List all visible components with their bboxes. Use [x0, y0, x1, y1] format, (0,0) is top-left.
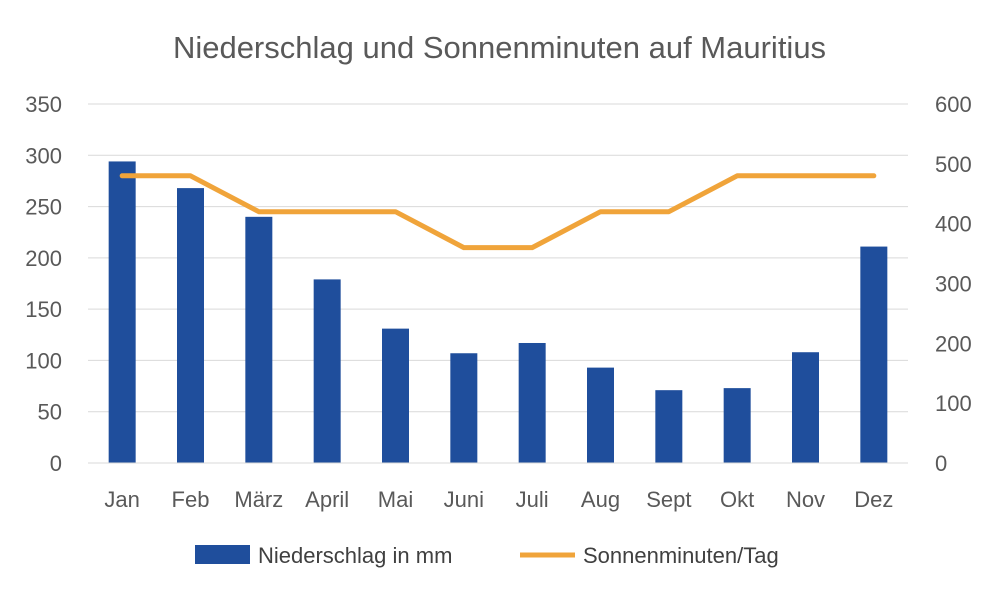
x-tick-label: Feb [172, 487, 210, 512]
left-tick-label: 300 [25, 143, 62, 168]
x-tick-label: Juli [516, 487, 549, 512]
left-tick-label: 150 [25, 297, 62, 322]
x-tick-label: Dez [854, 487, 893, 512]
right-tick-label: 100 [935, 391, 972, 416]
bar-aug [587, 367, 614, 463]
left-tick-label: 250 [25, 195, 62, 220]
right-tick-label: 400 [935, 212, 972, 237]
x-tick-label: Juni [444, 487, 484, 512]
right-axis: 0 100 200 300 400 500 600 [935, 92, 972, 476]
line-series [119, 173, 877, 251]
right-tick-label: 500 [935, 152, 972, 177]
right-tick-label: 600 [935, 92, 972, 117]
chart-title: Niederschlag und Sonnenminuten auf Mauri… [173, 30, 826, 65]
x-tick-label: Nov [786, 487, 825, 512]
left-axis: 0 50 100 150 200 250 300 350 [25, 92, 62, 476]
bar-feb [177, 188, 204, 463]
x-tick-label: März [234, 487, 283, 512]
left-tick-label: 350 [25, 92, 62, 117]
x-tick-label: Mai [378, 487, 413, 512]
x-tick-label: Sept [646, 487, 691, 512]
left-tick-label: 100 [25, 348, 62, 373]
x-tick-label: Okt [720, 487, 754, 512]
bar-sept [655, 390, 683, 463]
x-axis: Jan Feb März April Mai Juni Juli Aug Sept Okt Nov D… [88, 462, 908, 512]
legend-swatch-niederschlag [195, 545, 250, 564]
bar-dez [860, 246, 888, 463]
left-tick-label: 50 [38, 400, 62, 425]
right-tick-label: 0 [935, 451, 947, 476]
bar-series [108, 161, 888, 463]
bar-juni [450, 353, 478, 463]
legend: Niederschlag in mm Sonnenminuten/Tag [195, 543, 779, 568]
x-tick-label: April [305, 487, 349, 512]
bar-juli [518, 342, 546, 463]
legend-label-sonnenminuten: Sonnenminuten/Tag [583, 543, 779, 568]
right-tick-label: 200 [935, 331, 972, 356]
sonnenminuten-line [119, 173, 877, 251]
bar-märz [245, 216, 273, 463]
x-tick-label: Aug [581, 487, 620, 512]
x-tick-label: Jan [104, 487, 139, 512]
left-tick-label: 0 [50, 451, 62, 476]
bar-okt [723, 388, 751, 463]
gridlines [88, 103, 908, 464]
bar-april [313, 279, 341, 463]
left-tick-label: 200 [25, 246, 62, 271]
bar-nov [792, 352, 819, 463]
right-tick-label: 300 [935, 272, 972, 297]
bar-mai [382, 328, 409, 463]
bar-jan [108, 161, 136, 463]
legend-label-niederschlag: Niederschlag in mm [258, 543, 452, 568]
